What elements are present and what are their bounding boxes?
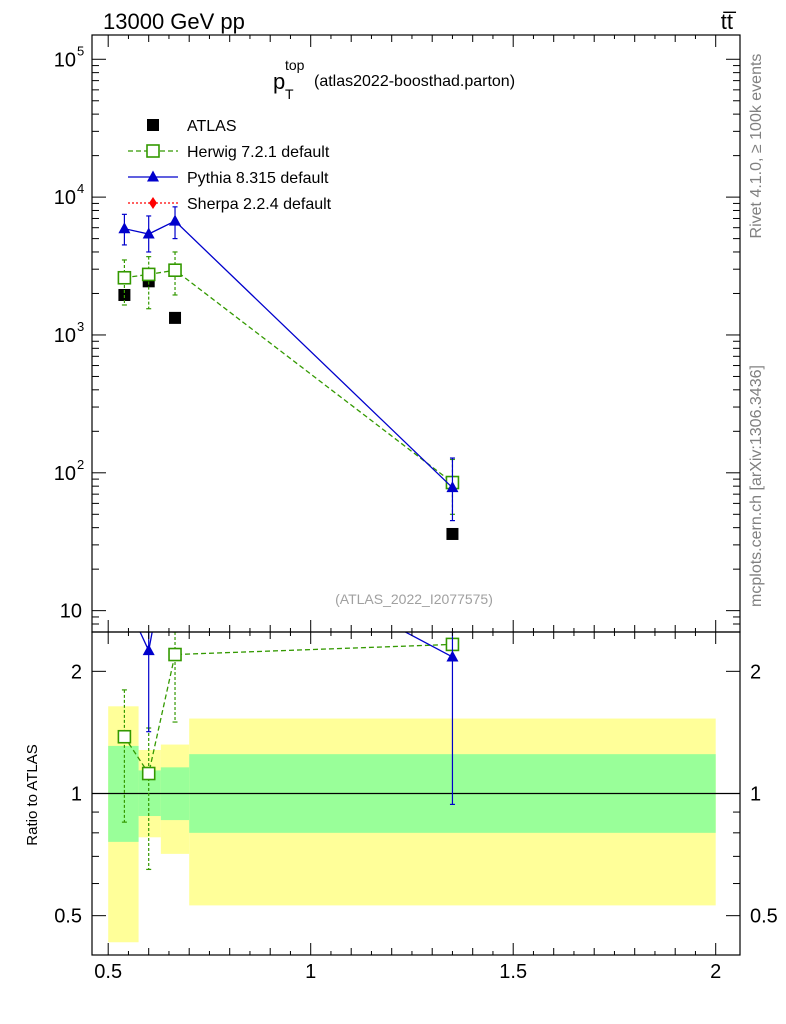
title-main: p [273, 69, 285, 94]
main-y-tick-label-1: 10 2 [54, 457, 84, 485]
herwig-ratio-point-0 [117, 729, 132, 744]
main-y-tick-label-2: 10 3 [54, 319, 84, 347]
pythia-main-point-3 [446, 481, 459, 493]
main-y-tick-exp-1: 2 [77, 457, 84, 472]
main-y-tick-base-1: 10 [54, 463, 76, 485]
main-y-tick-exp-2: 3 [77, 319, 84, 334]
main-y-tick-base-3: 10 [54, 187, 76, 209]
pythia-ratio-point-1 [142, 644, 155, 656]
main-plot-series [117, 206, 460, 540]
rivet-version-label: Rivet 4.1.0, ≥ 100k events [748, 54, 765, 239]
main-y-tick-base-0: 10 [60, 601, 82, 623]
legend-label-pythia: Pythia 8.315 default [187, 170, 329, 187]
ratio-y-tick-label-right-2: 2 [750, 661, 761, 683]
herwig-ratio-point-2 [168, 647, 182, 662]
ratio-y-tick-label-2: 2 [71, 661, 82, 683]
legend-label-sherpa: Sherpa 2.2.4 default [187, 196, 332, 213]
pythia-ratio-line [139, 632, 453, 658]
legend-entry-sherpa: Sherpa 2.2.4 default [128, 196, 332, 213]
title-rest: (atlas2022-boosthad.parton) [314, 73, 515, 90]
legend-marker-atlas [147, 119, 159, 131]
legend-label-atlas: ATLAS [187, 118, 237, 135]
legend-entry-herwig: Herwig 7.2.1 default [128, 144, 330, 161]
ratio-uncertainty-bands [108, 706, 716, 943]
main-y-tick-label-3: 10 4 [54, 181, 84, 209]
atlas-main-point-2 [169, 311, 182, 324]
main-y-tick-label-4: 10 5 [54, 43, 84, 71]
mcplots-label: mcplots.cern.ch [arXiv:1306.3436] [748, 365, 765, 607]
ratio-plot-series [117, 503, 460, 871]
process-label: tt̅ [721, 9, 737, 34]
pythia-main-point-1 [142, 227, 155, 239]
herwig-main-line [124, 269, 453, 484]
herwig-main-point-1 [141, 267, 156, 282]
pythia-ratio-point-3 [446, 650, 459, 662]
herwig-main-point-2 [168, 263, 182, 277]
main-y-tick-base-4: 10 [54, 49, 76, 71]
ratio-y-axis-label: Ratio to ATLAS [24, 744, 41, 845]
herwig-ratio-point-1 [141, 766, 156, 781]
legend-marker-herwig [146, 144, 160, 158]
title-superscript: top [285, 57, 305, 73]
ratio-y-tick-label-1: 1 [71, 784, 82, 806]
legend-marker-pythia [147, 170, 159, 182]
x-tick-label-3: 2 [710, 961, 721, 983]
ratio-y-tick-label-right-1: 1 [750, 784, 761, 806]
pythia-ratio-point-0 [118, 592, 130, 603]
plot-title: p top T (atlas2022-boosthad.parton) [273, 57, 515, 102]
pythia-main-point-0 [118, 222, 131, 234]
main-y-tick-exp-3: 4 [77, 181, 84, 196]
ratio-y-tick-label-0: 0.5 [54, 906, 82, 928]
legend-marker-sherpa [149, 197, 157, 209]
legend: ATLAS Herwig 7.2.1 default Pythia 8.315 de… [128, 118, 332, 213]
legend-label-herwig: Herwig 7.2.1 default [187, 144, 330, 161]
main-y-tick-exp-4: 5 [77, 43, 84, 58]
atlas-main-point-3 [446, 527, 459, 540]
pythia-main-line [124, 220, 453, 489]
legend-entry-atlas: ATLAS [147, 118, 237, 135]
herwig-main-point-0 [117, 270, 132, 285]
ratio-y-tick-label-right-0: 0.5 [750, 906, 778, 928]
analysis-watermark: (ATLAS_2022_I2077575) [335, 591, 493, 607]
x-tick-label-2: 1.5 [499, 961, 527, 983]
title-subscript: T [285, 86, 294, 102]
pythia-ratio-point-2 [169, 503, 181, 514]
main-y-tick-label-0: 10 [60, 601, 82, 623]
x-tick-label-0: 0.5 [94, 961, 122, 983]
pythia-main-point-2 [169, 214, 182, 226]
main-y-tick-base-2: 10 [54, 325, 76, 347]
legend-entry-pythia: Pythia 8.315 default [128, 170, 329, 187]
herwig-ratio-line [123, 643, 453, 776]
x-tick-label-1: 1 [305, 961, 316, 983]
energy-label: 13000 GeV pp [103, 9, 245, 34]
